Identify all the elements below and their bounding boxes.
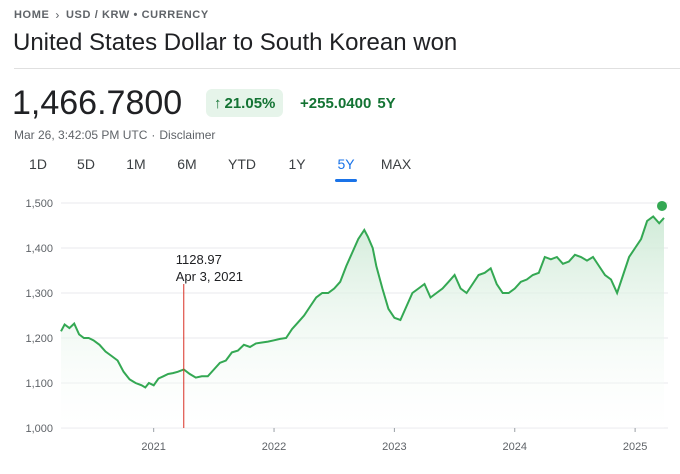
change-absolute-value: +255.0400 [300,95,372,112]
y-tick-label: 1,500 [25,198,53,210]
x-axis: 2021 2022 2023 2024 2025 [141,428,647,453]
change-absolute: +255.0400 5Y [300,95,396,112]
y-tick-label: 1,000 [25,423,53,435]
page-title: United States Dollar to South Korean won [13,29,458,56]
change-period: 5Y [377,95,396,112]
disclaimer-link[interactable]: Disclaimer [159,128,216,142]
x-tick-label: 2021 [141,441,165,453]
x-tick-label: 2023 [382,441,406,453]
tooltip-value: 1128.97 [176,252,222,267]
y-tick-label: 1,200 [25,333,53,345]
tab-max[interactable]: MAX [380,156,412,172]
price-meta: Mar 26, 3:42:05 PM UTC · Disclaimer [14,128,215,142]
current-price: 1,466.7800 [12,84,183,122]
y-tick-label: 1,400 [25,243,53,255]
x-tick-label: 2024 [503,441,527,453]
breadcrumb: HOME › USD / KRW • CURRENCY [14,8,209,22]
chevron-right-icon: › [55,8,61,22]
tab-1d[interactable]: 1D [29,156,47,172]
x-tick-label: 2022 [262,441,286,453]
tab-5y[interactable]: 5Y [322,156,370,178]
tab-1y[interactable]: 1Y [288,156,306,172]
y-tick-label: 1,100 [25,378,53,390]
breadcrumb-pair: USD / KRW • CURRENCY [66,9,209,21]
x-tick-label: 2025 [623,441,647,453]
change-percent-badge: ↑ 21.05% [206,89,284,117]
change-percent: 21.05% [224,94,276,112]
timestamp: Mar 26, 3:42:05 PM UTC [14,128,148,142]
latest-price-dot [657,200,667,211]
tab-6m[interactable]: 6M [177,156,197,172]
meta-separator: · [151,128,156,142]
y-axis: 1,000 1,100 1,200 1,300 1,400 1,500 [25,198,53,435]
price-area [61,216,664,428]
tab-5d[interactable]: 5D [77,156,95,172]
tab-ytd[interactable]: YTD [228,156,256,172]
header-divider [14,68,680,69]
price-line [60,215,665,389]
arrow-up-icon: ↑ [214,94,222,112]
time-range-tabs: 1D 5D 1M 6M YTD 1Y 5Y MAX [14,156,422,178]
breadcrumb-home-link[interactable]: HOME [14,9,50,21]
tooltip-date: Apr 3, 2021 [176,269,243,284]
y-tick-label: 1,300 [25,288,53,300]
tab-1m[interactable]: 1M [126,156,146,172]
